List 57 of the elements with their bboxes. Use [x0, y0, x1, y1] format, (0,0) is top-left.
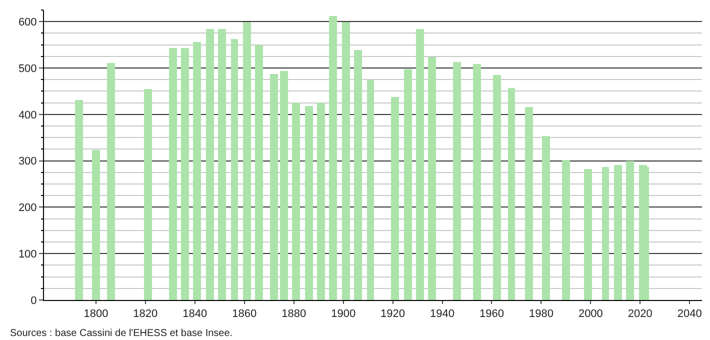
bar — [218, 29, 226, 300]
bar — [626, 161, 634, 300]
bar — [525, 107, 533, 300]
bar — [292, 103, 300, 300]
bar — [206, 29, 214, 300]
x-tick-label: 2000 — [578, 308, 603, 320]
x-tick-label: 1940 — [430, 308, 454, 320]
y-tick-label: 500 — [18, 62, 37, 75]
bar — [92, 150, 100, 300]
bar — [614, 165, 622, 300]
x-tick-label: 1840 — [182, 308, 208, 320]
bar — [107, 63, 115, 300]
bar — [255, 45, 263, 300]
bar — [75, 100, 83, 300]
bar — [270, 74, 278, 300]
bar — [542, 136, 550, 300]
bar — [562, 160, 570, 300]
x-tick-label: 1900 — [331, 308, 356, 320]
x-tick-label: 1800 — [84, 308, 108, 320]
bar — [144, 89, 152, 300]
bar — [354, 50, 362, 300]
bar — [329, 16, 337, 300]
y-tick-label: 400 — [18, 109, 37, 122]
bar — [493, 75, 501, 300]
x-tick-label: 1860 — [232, 308, 257, 320]
bar — [508, 88, 515, 300]
y-tick-label: 200 — [18, 202, 37, 214]
bar — [280, 71, 288, 300]
bar — [453, 62, 461, 300]
bar — [317, 103, 325, 300]
bar — [342, 22, 350, 300]
bar — [473, 64, 481, 300]
x-tick-label: 1980 — [528, 308, 554, 320]
source-note: Sources : base Cassini de l'EHESS et base Insee. — [10, 328, 233, 339]
bar — [181, 48, 189, 300]
y-tick-label: 300 — [18, 156, 37, 168]
x-tick-label: 1960 — [480, 308, 504, 320]
bar — [391, 97, 399, 300]
y-tick-label: 100 — [18, 248, 37, 260]
bar — [169, 48, 177, 300]
bar — [602, 167, 609, 300]
bar — [367, 80, 374, 300]
bar — [416, 29, 424, 300]
bar — [193, 42, 201, 300]
x-tick-label: 2020 — [628, 308, 652, 320]
x-tick-label: 1880 — [282, 308, 306, 320]
bar — [428, 57, 436, 300]
bar — [305, 106, 313, 300]
bar — [243, 22, 251, 300]
y-tick-label: 600 — [18, 16, 37, 28]
bar — [584, 169, 592, 300]
x-tick-label: 1920 — [380, 308, 406, 320]
x-tick-label: 1820 — [133, 308, 158, 320]
bar — [231, 39, 238, 300]
x-tick-label: 2040 — [677, 308, 702, 320]
y-tick-label: 0 — [30, 294, 37, 307]
bar — [404, 69, 412, 300]
